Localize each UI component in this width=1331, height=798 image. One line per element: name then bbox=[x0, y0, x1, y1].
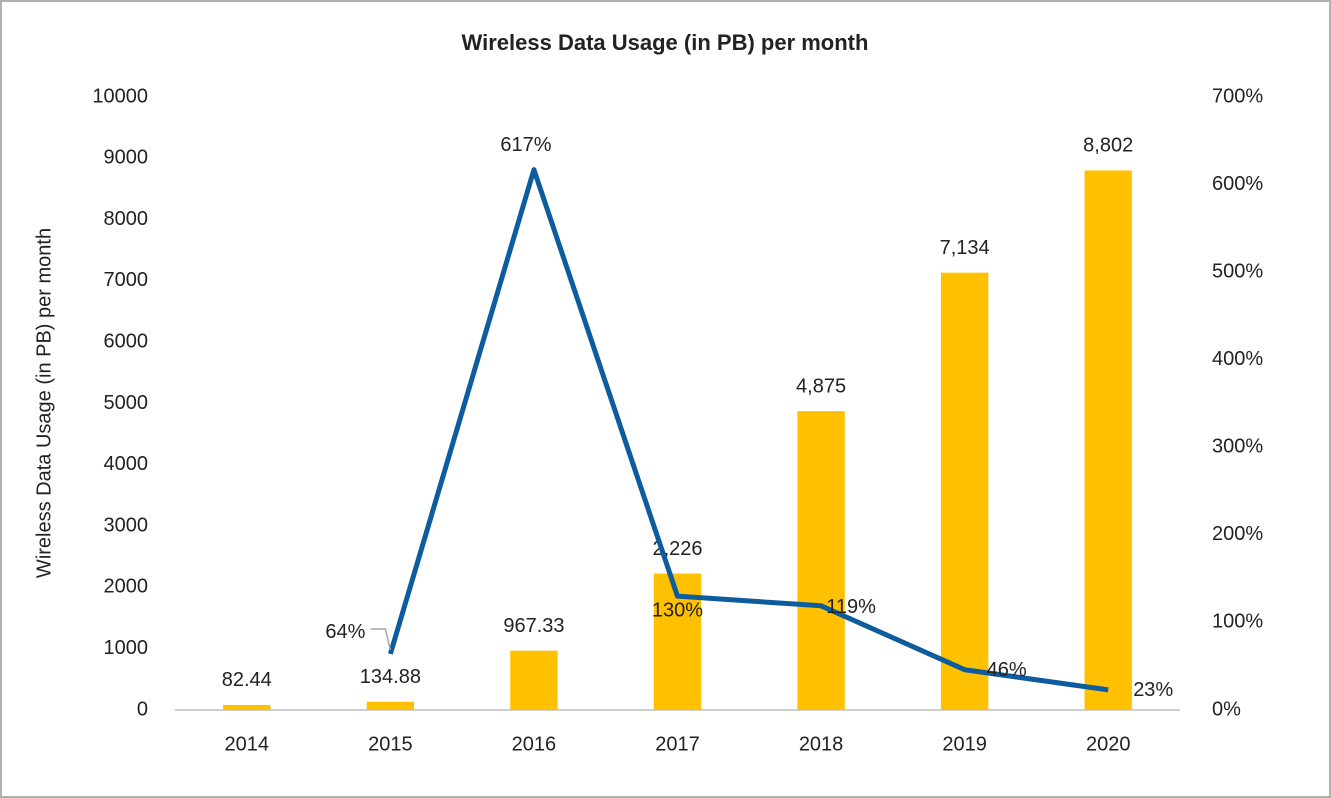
x-tick-label: 2014 bbox=[225, 733, 270, 755]
y-tick-label: 2000 bbox=[104, 576, 149, 598]
bar bbox=[510, 650, 558, 710]
bar-value-label: 134.88 bbox=[360, 666, 421, 688]
line-value-label: 46% bbox=[987, 659, 1027, 681]
x-tick-label: 2019 bbox=[942, 733, 987, 755]
x-tick-label: 2016 bbox=[512, 733, 557, 755]
chart-title: Wireless Data Usage (in PB) per month bbox=[462, 30, 869, 55]
bar-value-label: 967.33 bbox=[503, 615, 564, 637]
y2-tick-label: 400% bbox=[1212, 348, 1263, 370]
y2-tick-label: 200% bbox=[1212, 523, 1263, 545]
bar bbox=[797, 411, 845, 710]
y-tick-label: 8000 bbox=[104, 208, 149, 230]
y-tick-label: 4000 bbox=[104, 453, 149, 475]
bar bbox=[366, 701, 415, 710]
line-value-label: 130% bbox=[652, 599, 703, 621]
line-value-label: 64% bbox=[325, 621, 365, 643]
y2-tick-label: 0% bbox=[1212, 698, 1241, 720]
y-tick-label: 7000 bbox=[104, 269, 149, 291]
bar-value-label: 8,802 bbox=[1083, 135, 1133, 157]
y2-tick-label: 300% bbox=[1212, 436, 1263, 458]
line bbox=[387, 167, 1109, 693]
y2-tick-label: 100% bbox=[1212, 611, 1263, 633]
y2-tick-label: 700% bbox=[1212, 85, 1263, 107]
y-tick-label: 1000 bbox=[104, 637, 149, 659]
x-tick-label: 2018 bbox=[799, 733, 844, 755]
bar-value-label: 4,875 bbox=[796, 375, 846, 397]
y2-tick-label: 500% bbox=[1212, 260, 1263, 282]
x-tick-label: 2017 bbox=[655, 733, 700, 755]
leader-line bbox=[370, 628, 392, 651]
bar-value-label: 82.44 bbox=[222, 669, 272, 691]
x-tick-label: 2020 bbox=[1086, 733, 1131, 755]
y2-tick-label: 600% bbox=[1212, 173, 1263, 195]
y-tick-label: 6000 bbox=[104, 330, 149, 352]
y-tick-label: 9000 bbox=[104, 147, 149, 169]
bar-value-label: 7,134 bbox=[940, 237, 990, 259]
bar bbox=[940, 272, 989, 710]
line-value-label: 617% bbox=[500, 134, 551, 156]
y-tick-label: 0 bbox=[137, 698, 148, 720]
y-tick-label: 10000 bbox=[92, 85, 148, 107]
y-tick-label: 3000 bbox=[104, 514, 149, 536]
y-axis-label: Wireless Data Usage (in PB) per month bbox=[33, 228, 55, 578]
line-value-label: 119% bbox=[826, 596, 876, 618]
line-value-label: 23% bbox=[1133, 679, 1173, 701]
y-tick-label: 5000 bbox=[104, 392, 149, 414]
bar bbox=[223, 704, 271, 710]
x-tick-label: 2015 bbox=[368, 733, 413, 755]
bar bbox=[1084, 170, 1132, 711]
